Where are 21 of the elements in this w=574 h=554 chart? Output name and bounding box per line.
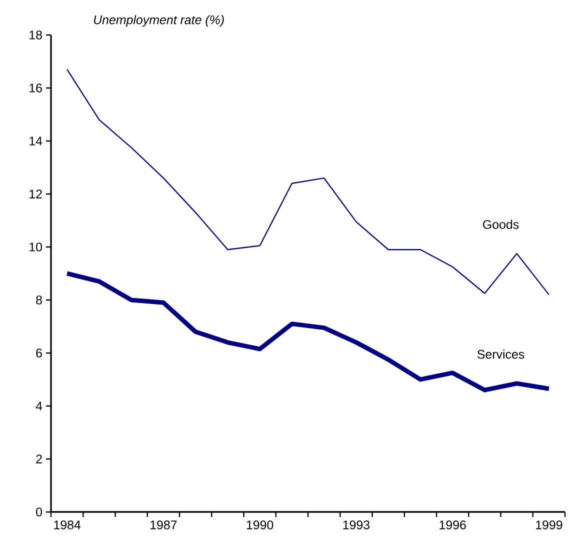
x-tick-label: 1993 [343, 520, 370, 530]
y-tick-label: 2 [36, 454, 42, 464]
y-tick-label: 18 [30, 30, 42, 40]
series-label: Services [477, 350, 524, 359]
y-tick-label: 0 [36, 508, 42, 516]
y-axis-title: Unemployment rate (%) [94, 15, 224, 27]
series-label: Goods [483, 220, 519, 229]
y-tick-label: 10 [30, 242, 42, 252]
y-tick-label: 14 [30, 136, 42, 146]
line-series [66, 68, 550, 296]
x-tick-label: 1984 [54, 520, 81, 530]
x-tick-label: 1996 [440, 520, 466, 530]
x-tick-label: 1987 [150, 520, 177, 530]
y-tick-label: 16 [30, 84, 42, 92]
y-tick-label: 8 [36, 296, 42, 304]
line-series [64, 271, 552, 392]
y-tick-label: 4 [36, 402, 42, 410]
y-tick-label: 12 [30, 190, 42, 198]
y-tick-label: 6 [36, 348, 42, 358]
x-tick-label: 1990 [246, 520, 274, 530]
x-tick-label: 1999 [536, 520, 562, 530]
